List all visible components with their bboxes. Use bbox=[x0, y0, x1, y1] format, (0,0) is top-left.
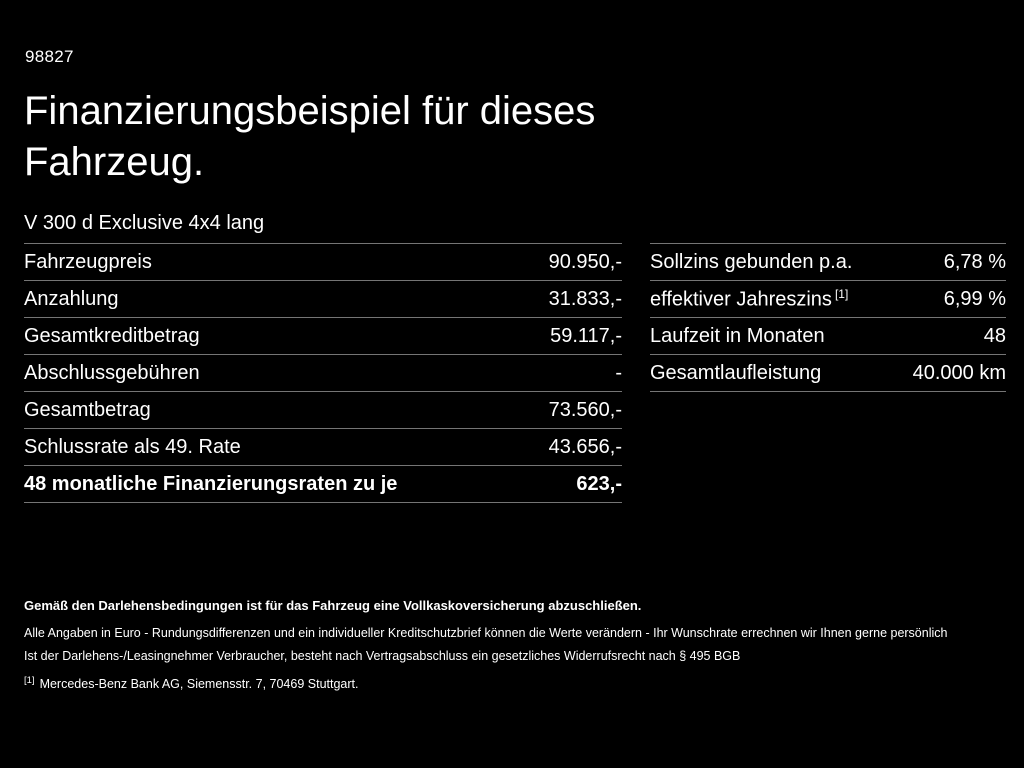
table-row: Fahrzeugpreis 90.950,- bbox=[24, 244, 622, 281]
row-value: 73.560,- bbox=[548, 398, 622, 421]
row-value: 43.656,- bbox=[548, 435, 622, 458]
table-row: Gesamtkreditbetrag 59.117,- bbox=[24, 318, 622, 355]
row-value: - bbox=[615, 361, 622, 384]
row-value: 48 bbox=[983, 324, 1006, 347]
withdrawal-note: Ist der Darlehens-/Leasingnehmer Verbrau… bbox=[24, 649, 741, 663]
legal-footer: Gemäß den Darlehensbedingungen ist für d… bbox=[24, 598, 1004, 691]
row-value: 90.950,- bbox=[548, 250, 622, 273]
table-row: Sollzins gebunden p.a. 6,78 % bbox=[650, 244, 1006, 281]
row-label: Abschlussgebühren bbox=[24, 361, 200, 384]
disclaimer-line: Alle Angaben in Euro - Rundungsdifferenz… bbox=[24, 626, 948, 640]
vehicle-model-subtitle: V 300 d Exclusive 4x4 lang bbox=[24, 212, 265, 234]
row-label: Laufzeit in Monaten bbox=[650, 324, 825, 347]
page-title: Finanzierungsbeispiel für dieses Fahrzeu… bbox=[24, 89, 596, 184]
row-label: Anzahlung bbox=[24, 287, 119, 310]
table-row: Laufzeit in Monaten 48 bbox=[650, 318, 1006, 355]
row-value: 40.000 km bbox=[912, 361, 1006, 384]
page-id: 98827 bbox=[25, 47, 74, 66]
row-label: Gesamtkreditbetrag bbox=[24, 324, 200, 347]
table-row: Gesamtbetrag 73.560,- bbox=[24, 392, 622, 429]
row-label: effektiver Jahreszins [1] bbox=[650, 287, 848, 312]
row-label: Schlussrate als 49. Rate bbox=[24, 435, 241, 458]
footnote-marker: [1] bbox=[24, 675, 35, 686]
row-label: Fahrzeugpreis bbox=[24, 250, 152, 273]
insurance-note: Gemäß den Darlehensbedingungen ist für d… bbox=[24, 598, 642, 613]
table-row: Abschlussgebühren - bbox=[24, 355, 622, 392]
table-row: effektiver Jahreszins [1] 6,99 % bbox=[650, 281, 1006, 318]
row-label: Sollzins gebunden p.a. bbox=[650, 250, 853, 273]
table-row-monthly-rate: 48 monatliche Finanzierungsraten zu je 6… bbox=[24, 466, 622, 503]
footnote-reference: [1] bbox=[834, 286, 849, 301]
financing-table: Fahrzeugpreis 90.950,- Anzahlung 31.833,… bbox=[24, 243, 622, 503]
row-label: Gesamtlaufleistung bbox=[650, 361, 822, 384]
row-value: 31.833,- bbox=[548, 287, 622, 310]
conditions-table: Sollzins gebunden p.a. 6,78 % effektiver… bbox=[650, 243, 1006, 392]
row-value: 59.117,- bbox=[550, 324, 622, 347]
row-label-text: effektiver Jahreszins bbox=[650, 288, 832, 311]
row-value: 623,- bbox=[576, 472, 622, 495]
table-row: Gesamtlaufleistung 40.000 km bbox=[650, 355, 1006, 392]
footnote-text: Mercedes-Benz Bank AG, Siemensstr. 7, 70… bbox=[39, 677, 359, 692]
table-row: Schlussrate als 49. Rate 43.656,- bbox=[24, 429, 622, 466]
row-value: 6,78 % bbox=[943, 250, 1006, 273]
row-value: 6,99 % bbox=[943, 287, 1006, 310]
footnote: [1] Mercedes-Benz Bank AG, Siemensstr. 7,… bbox=[24, 675, 1004, 691]
row-label: Gesamtbetrag bbox=[24, 398, 151, 421]
row-label: 48 monatliche Finanzierungsraten zu je bbox=[24, 472, 398, 495]
table-row: Anzahlung 31.833,- bbox=[24, 281, 622, 318]
